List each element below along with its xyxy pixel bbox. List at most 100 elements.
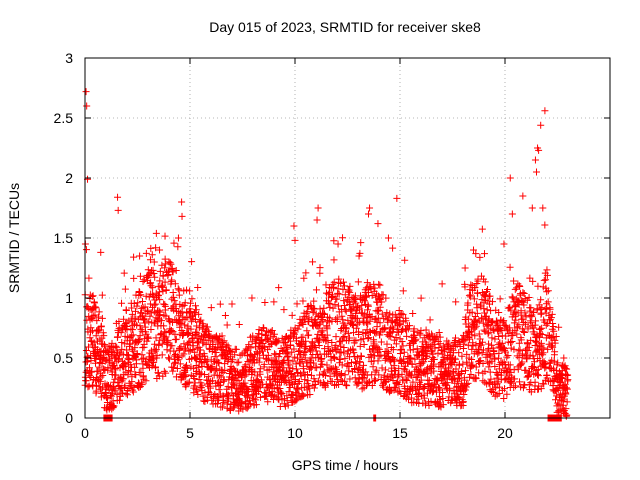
data-point	[153, 352, 161, 360]
data-point	[541, 107, 549, 115]
data-point	[186, 287, 194, 295]
data-point	[166, 259, 174, 267]
data-point	[321, 372, 329, 380]
data-point	[234, 377, 242, 385]
data-point	[350, 295, 358, 303]
data-point	[436, 402, 444, 410]
data-point	[475, 340, 483, 348]
data-point	[522, 345, 530, 353]
data-point	[227, 347, 235, 355]
data-point	[232, 345, 240, 353]
data-point	[82, 358, 90, 366]
data-point	[368, 291, 376, 299]
data-point	[507, 306, 515, 314]
data-point	[537, 385, 545, 393]
data-point	[536, 325, 544, 333]
data-point	[204, 336, 212, 344]
data-point	[161, 264, 169, 272]
data-point	[155, 292, 163, 300]
data-point	[558, 375, 566, 383]
data-point	[517, 336, 525, 344]
data-point	[307, 358, 315, 366]
data-point	[533, 305, 541, 313]
data-point	[213, 365, 221, 373]
data-point	[555, 401, 563, 409]
data-point	[133, 302, 141, 310]
data-point	[404, 358, 412, 366]
data-point	[110, 402, 118, 410]
data-point	[481, 278, 489, 286]
data-point	[518, 360, 526, 368]
data-point	[170, 293, 178, 301]
data-point	[92, 304, 100, 312]
data-point	[557, 373, 565, 381]
data-point	[413, 345, 421, 353]
data-point	[213, 400, 221, 408]
data-point	[320, 368, 328, 376]
data-point	[324, 290, 332, 298]
y-tick-label: 1.5	[54, 230, 74, 246]
data-point	[224, 342, 232, 350]
data-point	[375, 345, 383, 353]
data-point	[266, 376, 274, 384]
data-point	[335, 380, 343, 388]
data-point	[203, 323, 211, 331]
data-point	[84, 383, 92, 391]
data-point	[169, 363, 177, 371]
data-point	[539, 349, 547, 357]
data-point	[360, 340, 368, 348]
data-point	[552, 372, 560, 380]
data-point	[100, 332, 108, 340]
data-point	[515, 354, 523, 362]
data-point	[229, 356, 237, 364]
data-point	[270, 330, 278, 338]
data-point	[529, 277, 537, 285]
data-point	[501, 346, 509, 354]
data-point	[344, 329, 352, 337]
data-point	[443, 341, 451, 349]
data-point	[120, 383, 128, 391]
data-point	[503, 390, 511, 398]
data-point	[523, 373, 531, 381]
data-point	[207, 304, 215, 312]
data-point	[554, 399, 562, 407]
data-point	[206, 384, 214, 392]
data-point	[343, 382, 351, 390]
data-point	[374, 314, 382, 322]
data-point	[472, 250, 480, 258]
data-point	[260, 360, 268, 368]
data-point	[330, 278, 338, 286]
data-point	[355, 252, 363, 260]
data-point	[290, 345, 298, 353]
data-point	[531, 358, 539, 366]
data-point	[332, 341, 340, 349]
data-point	[364, 335, 372, 343]
data-point	[125, 356, 133, 364]
data-point	[365, 379, 373, 387]
data-point	[130, 274, 138, 282]
data-point	[332, 333, 340, 341]
data-point	[200, 397, 208, 405]
data-point	[480, 250, 488, 258]
data-point	[474, 289, 482, 297]
x-tick-label: 15	[392, 425, 408, 441]
data-point	[414, 393, 422, 401]
data-point	[548, 310, 556, 318]
data-point	[472, 363, 480, 371]
data-point	[518, 350, 526, 358]
data-point	[485, 340, 493, 348]
data-point	[144, 307, 152, 315]
data-point	[183, 364, 191, 372]
data-point	[471, 284, 479, 292]
data-point	[419, 384, 427, 392]
data-point	[135, 287, 143, 295]
data-point	[335, 290, 343, 298]
data-point	[540, 276, 548, 284]
data-point	[357, 352, 365, 360]
chart-title: Day 015 of 2023, SRMTID for receiver ske…	[209, 19, 481, 35]
data-point	[461, 264, 469, 272]
data-point	[356, 342, 364, 350]
data-point	[411, 337, 419, 345]
data-point	[151, 347, 159, 355]
data-point	[177, 320, 185, 328]
